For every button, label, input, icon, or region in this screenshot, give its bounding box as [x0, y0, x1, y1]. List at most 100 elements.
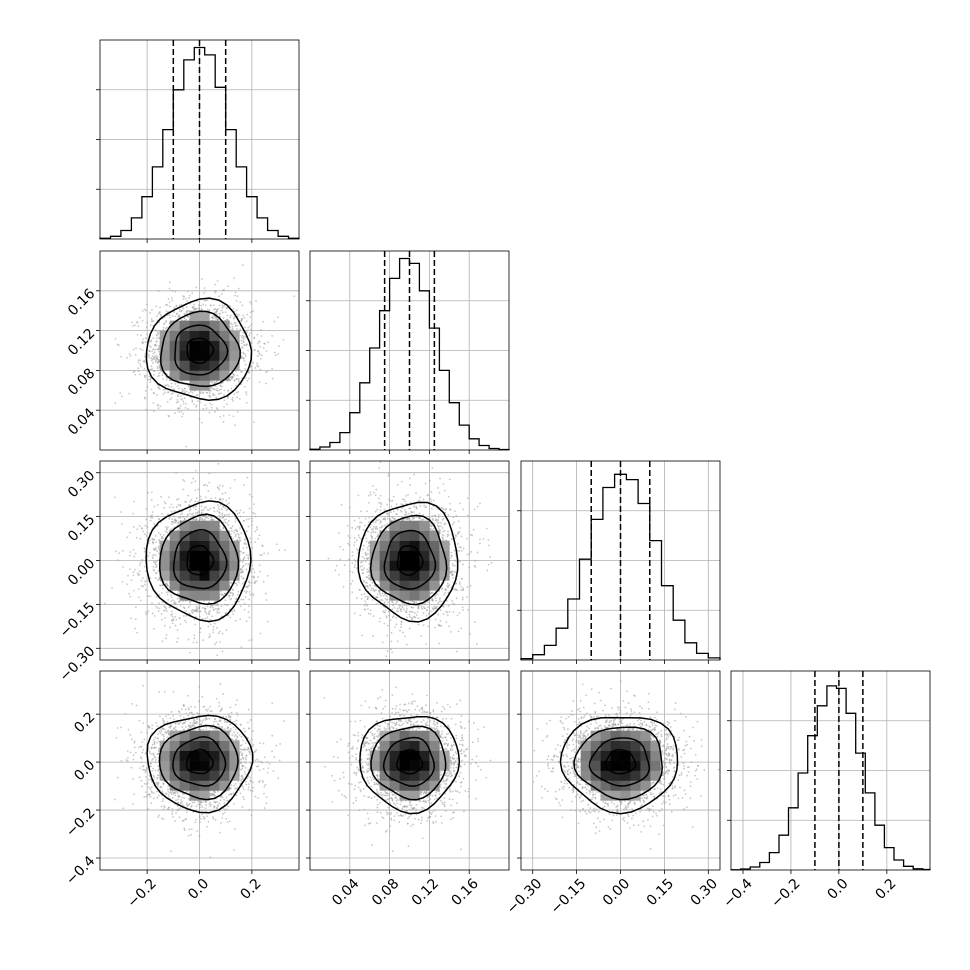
sample-point [158, 372, 161, 374]
sample-point [162, 587, 164, 590]
sample-point [234, 424, 237, 427]
sample-point [161, 618, 163, 621]
sample-point [149, 368, 151, 371]
sample-point [157, 385, 160, 388]
sample-point [138, 316, 141, 319]
sample-point [152, 348, 155, 351]
sample-point [189, 651, 191, 654]
sample-point [179, 398, 182, 401]
sample-point [242, 338, 245, 341]
sample-point [222, 305, 224, 308]
sample-point [222, 505, 224, 508]
sample-point [183, 619, 186, 622]
sample-point [145, 508, 148, 510]
sample-point [197, 307, 200, 310]
sample-point [233, 316, 236, 318]
sample-point [259, 368, 262, 371]
sample-point [242, 484, 245, 486]
sample-point [246, 476, 249, 479]
sample-point [201, 391, 204, 394]
sample-point [153, 355, 156, 358]
sample-point [151, 367, 154, 370]
sample-point [169, 626, 171, 629]
sample-point [229, 527, 232, 529]
sample-point [150, 516, 153, 519]
sample-point [196, 641, 198, 644]
sample-point [207, 611, 210, 614]
sample-point [234, 520, 237, 523]
sample-point [248, 598, 251, 601]
sample-point [145, 408, 148, 411]
sample-point [240, 598, 243, 601]
sample-point [200, 511, 203, 514]
sample-point [175, 519, 178, 522]
sample-point [157, 332, 160, 335]
sample-point [240, 339, 243, 342]
sample-point [168, 305, 171, 308]
sample-point [238, 533, 240, 536]
sample-point [240, 646, 243, 649]
sample-point [237, 287, 240, 290]
sample-point [221, 485, 224, 487]
sample-point [244, 353, 247, 356]
sample-point [183, 607, 186, 610]
sample-point [164, 384, 167, 387]
sample-point [200, 421, 203, 424]
sample-point [135, 536, 138, 539]
sample-point [242, 314, 245, 317]
sample-point [168, 606, 171, 609]
sample-point [243, 344, 246, 346]
sample-point [169, 316, 172, 319]
sample-point [239, 550, 242, 553]
sample-point [216, 627, 218, 629]
sample-point [248, 639, 251, 642]
sample-point [204, 611, 207, 614]
sample-point [195, 518, 198, 520]
sample-point [277, 345, 280, 347]
density-cell [169, 320, 180, 331]
sample-point [213, 290, 216, 292]
sample-point [234, 324, 237, 327]
sample-point [126, 356, 129, 359]
sample-point [222, 527, 225, 530]
sample-point [176, 498, 178, 501]
sample-point [185, 445, 188, 448]
sample-point [249, 311, 252, 314]
sample-point [218, 389, 221, 391]
sample-point [233, 379, 236, 382]
sample-point [157, 559, 159, 562]
sample-point [238, 511, 241, 514]
sample-point [179, 623, 182, 626]
sample-point [243, 557, 245, 560]
sample-point [182, 412, 184, 415]
sample-point [236, 532, 239, 535]
sample-point [251, 517, 254, 520]
sample-point [159, 533, 162, 536]
sample-point [205, 407, 208, 410]
sample-point [254, 349, 257, 352]
sample-point [255, 580, 258, 582]
sample-point [171, 622, 174, 625]
sample-point [257, 350, 260, 352]
sample-point [142, 585, 144, 588]
sample-point [170, 600, 173, 603]
sample-point [134, 552, 137, 555]
sample-point [243, 556, 246, 559]
sample-point [259, 632, 262, 635]
sample-point [198, 607, 201, 609]
sample-point [141, 340, 144, 343]
sample-point [228, 594, 230, 596]
sample-point [158, 552, 160, 555]
sample-point [145, 326, 148, 329]
sample-point [155, 394, 158, 396]
sample-point [243, 590, 246, 593]
sample-point [228, 497, 231, 500]
sample-point [158, 364, 161, 367]
sample-point [203, 515, 206, 518]
sample-point [243, 316, 246, 319]
sample-point [168, 281, 171, 284]
sample-point [199, 401, 202, 404]
sample-point [149, 381, 152, 383]
density-cell [179, 350, 190, 361]
sample-point [236, 324, 239, 327]
